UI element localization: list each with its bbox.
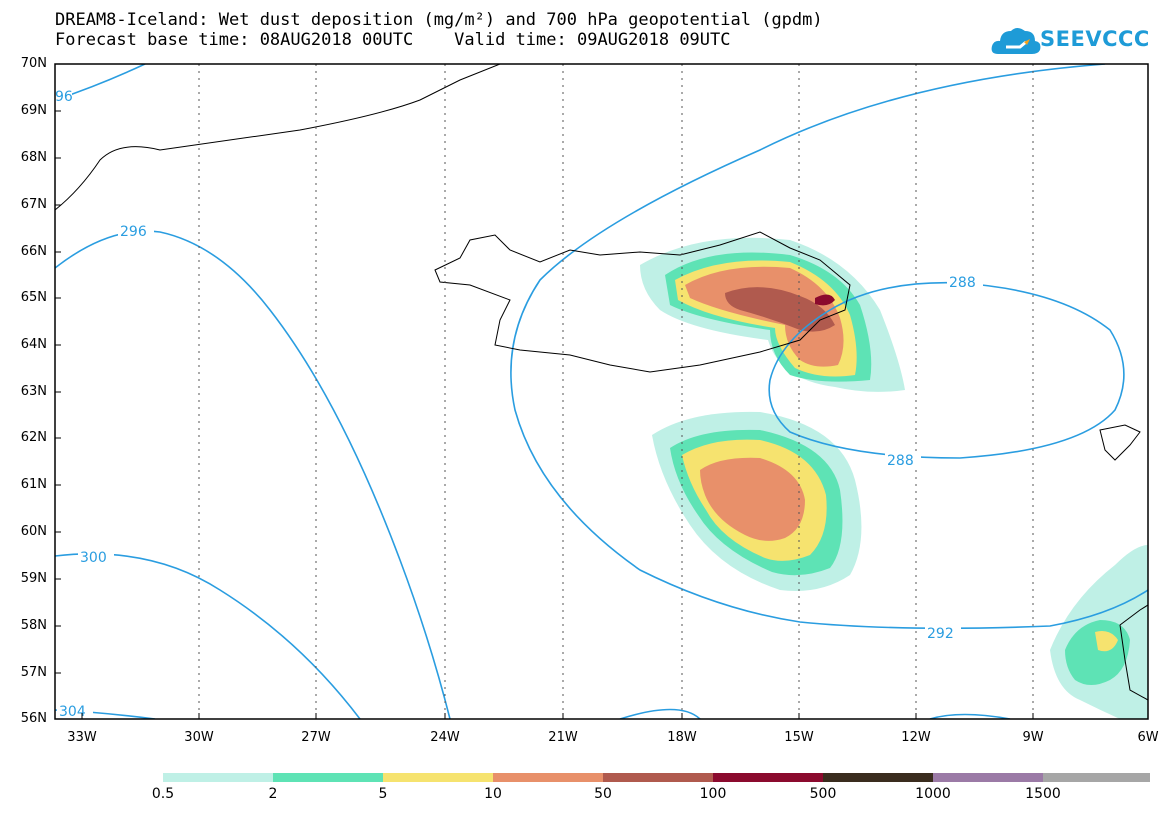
lat-label: 67N bbox=[20, 197, 47, 212]
logo-text: SEEVCCC bbox=[1040, 27, 1150, 51]
lat-label: 64N bbox=[20, 337, 47, 352]
lat-label: 56N bbox=[20, 711, 47, 726]
lon-label: 18W bbox=[667, 730, 697, 745]
lon-label: 27W bbox=[301, 730, 331, 745]
lat-label: 70N bbox=[20, 56, 47, 71]
lat-label: 60N bbox=[20, 524, 47, 539]
lon-label: 30W bbox=[184, 730, 214, 745]
lat-label: 69N bbox=[20, 103, 47, 118]
colorbar-swatch bbox=[273, 773, 383, 782]
lat-label: 57N bbox=[20, 665, 47, 680]
forecast-time-info: Forecast base time: 08AUG2018 00UTC Vali… bbox=[55, 30, 731, 50]
lon-label: 9W bbox=[1022, 730, 1044, 745]
lat-label: 65N bbox=[20, 290, 47, 305]
lat-label: 58N bbox=[20, 618, 47, 633]
colorbar-label: 5 bbox=[378, 786, 388, 802]
contour-label: 300 bbox=[80, 550, 107, 566]
dust-plume-iceland bbox=[640, 237, 905, 392]
contour-label: 304 bbox=[59, 704, 86, 720]
lat-label: 68N bbox=[20, 150, 47, 165]
colorbar-swatch bbox=[713, 773, 823, 782]
lon-label: 15W bbox=[784, 730, 814, 745]
colorbar-label: 2 bbox=[268, 786, 278, 802]
colorbar-swatch bbox=[933, 773, 1043, 782]
lon-label: 12W bbox=[901, 730, 931, 745]
colorbar-swatch bbox=[1043, 773, 1150, 782]
colorbar-label: 0.5 bbox=[151, 786, 175, 802]
contour-label: 96 bbox=[55, 89, 73, 105]
colorbar-label: 1500 bbox=[1025, 786, 1061, 802]
colorbar-swatch bbox=[383, 773, 493, 782]
colorbar-label: 10 bbox=[484, 786, 502, 802]
contour-label: 292 bbox=[927, 626, 954, 642]
colorbar-label: 1000 bbox=[915, 786, 951, 802]
contour-label: 288 bbox=[949, 275, 976, 291]
cloud-icon bbox=[991, 28, 1041, 54]
lat-label: 62N bbox=[20, 430, 47, 445]
colorbar-swatch bbox=[163, 773, 273, 782]
dust-plume-south bbox=[652, 411, 862, 591]
coastlines bbox=[55, 64, 1148, 701]
contour-label: 296 bbox=[120, 224, 147, 240]
colorbar-swatch bbox=[493, 773, 603, 782]
lon-label: 21W bbox=[548, 730, 578, 745]
contour-label: 288 bbox=[887, 453, 914, 469]
lat-label: 66N bbox=[20, 244, 47, 259]
geopotential-contours bbox=[55, 64, 1148, 719]
lat-label: 61N bbox=[20, 477, 47, 492]
lat-label: 59N bbox=[20, 571, 47, 586]
colorbar-swatch bbox=[823, 773, 933, 782]
map-frame bbox=[54, 63, 1149, 720]
lat-label: 63N bbox=[20, 384, 47, 399]
colorbar-swatch bbox=[603, 773, 713, 782]
colorbar-label: 500 bbox=[809, 786, 837, 802]
lon-label: 33W bbox=[67, 730, 97, 745]
lon-label: 24W bbox=[430, 730, 460, 745]
lon-label: 6W bbox=[1137, 730, 1159, 745]
colorbar-label: 50 bbox=[594, 786, 612, 802]
dust-plume-scotland bbox=[1050, 545, 1148, 719]
map-title: DREAM8-Iceland: Wet dust deposition (mg/… bbox=[55, 10, 823, 30]
colorbar-label: 100 bbox=[699, 786, 727, 802]
